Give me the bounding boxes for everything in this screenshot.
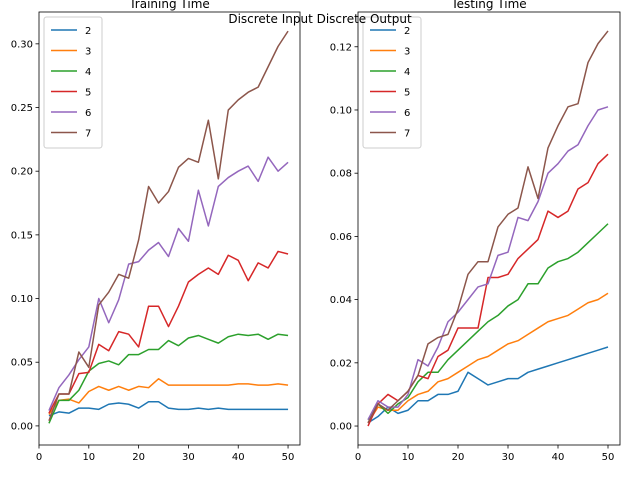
training-y-tick-label: 0.10 [11,294,33,305]
training-y-tick-label: 0.20 [11,167,33,178]
testing-y-tick-label: 0.00 [330,422,352,433]
training-legend-label-2: 2 [85,26,91,37]
testing-y-tick-label: 0.04 [330,295,352,306]
training-title: Training Time [128,0,210,11]
testing-x-tick-label: 10 [402,452,415,463]
testing-y-tick-label: 0.02 [330,358,352,369]
figure-suptitle: Discrete Input Discrete Output [228,12,412,26]
training-x-tick-label: 20 [132,452,145,463]
training-x-tick-label: 30 [182,452,195,463]
testing-legend-box [362,16,422,149]
testing-legend: 2 3 4 5 6 7 [362,16,422,149]
testing-y-tick-label: 0.06 [330,232,352,243]
training-y-tick-label: 0.25 [11,103,33,114]
testing-x-tick-label: 20 [452,452,465,463]
testing-legend-label-5: 5 [404,88,410,99]
testing-series-4-line [367,223,609,421]
testing-title: Testing Time [450,0,526,11]
testing-legend-label-2: 2 [404,26,410,37]
training-x-tick-label: 10 [82,452,95,463]
training-y-tick-label: 0.30 [11,39,33,50]
testing-series-3-line [367,292,609,424]
training-y-tick-label: 0.15 [11,230,33,241]
testing-x-tick-label: 40 [552,452,565,463]
training-legend-label-7: 7 [85,129,91,140]
training-y-tick-label: 0.05 [11,358,33,369]
training-series-2-line [48,400,289,417]
testing-series-7-line [367,30,609,424]
training-legend-label-5: 5 [85,88,91,99]
training-time-chart: Training Time 0 10 20 30 40 50 0.00 0.05 0.10 0.15… [11,0,301,463]
training-series-6-line [48,156,289,411]
training-y-tick-label: 0.00 [11,421,33,432]
training-x-tick-label: 0 [36,452,42,463]
training-legend-label-3: 3 [85,47,91,58]
testing-legend-label-7: 7 [404,129,410,140]
testing-x-tick-label: 50 [602,452,615,463]
testing-y-tick-label: 0.08 [330,169,352,180]
testing-series-6-line [367,106,609,421]
training-legend-label-4: 4 [85,67,91,78]
testing-legend-label-6: 6 [404,108,410,119]
training-legend-box [43,16,103,149]
testing-y-tick-label: 0.12 [330,42,352,53]
testing-legend-label-4: 4 [404,67,410,78]
testing-series-2-line [367,346,609,424]
testing-axes-frame [357,11,621,446]
testing-x-tick-label: 30 [502,452,515,463]
training-series-3-line [48,378,289,415]
training-axes-frame [38,11,301,446]
training-series-5-line [48,250,289,414]
training-x-tick-label: 50 [282,452,295,463]
training-x-tick-label: 40 [232,452,245,463]
training-series-7-line [48,30,289,422]
testing-x-tick-label: 0 [355,452,361,463]
testing-time-chart: Testing Time 0 10 20 30 40 50 0.00 0.02 0.04 0.06 0… [330,0,621,463]
training-legend: 2 3 4 5 6 7 [43,16,103,149]
training-legend-label-6: 6 [85,108,91,119]
testing-y-tick-label: 0.10 [330,105,352,116]
testing-legend-label-3: 3 [404,47,410,58]
